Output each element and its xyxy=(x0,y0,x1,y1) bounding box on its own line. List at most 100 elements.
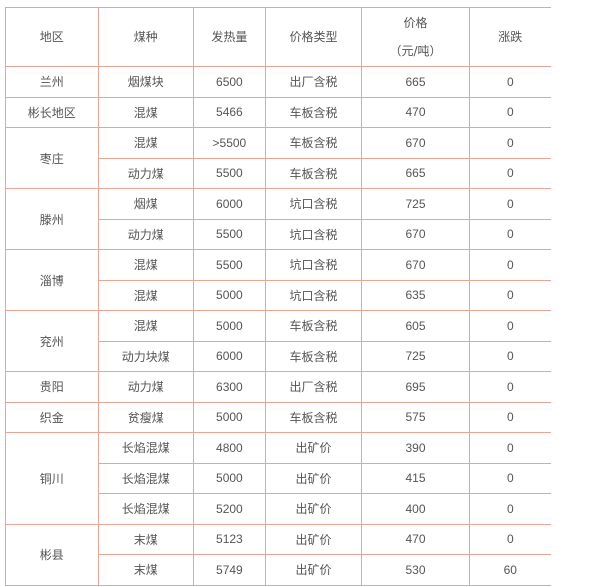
cell-coal-type: 动力煤 xyxy=(97,218,194,250)
cell-region: 滕州 xyxy=(5,188,99,250)
cell-change: 0 xyxy=(468,157,551,189)
cell-change: 60 xyxy=(468,554,551,586)
header-coal-type: 煤种 xyxy=(97,7,194,67)
cell-price: 605 xyxy=(361,310,470,342)
table-row: 动力块煤 6000 车板含税 725 0 xyxy=(6,340,613,372)
cell-calorific-value: 5749 xyxy=(192,554,266,586)
cell-change: 0 xyxy=(468,432,551,464)
cell-coal-type: 混煤 xyxy=(97,310,194,342)
cell-price-type: 出矿价 xyxy=(264,554,363,586)
cell-change: 0 xyxy=(468,279,551,311)
cell-price-type: 坑口含税 xyxy=(264,188,363,220)
header-price-unit: （元/吨） xyxy=(389,44,442,58)
header-price-type: 价格类型 xyxy=(264,7,363,67)
cell-calorific-value: 4800 xyxy=(192,432,266,464)
cell-change: 0 xyxy=(468,127,551,159)
table-row: 彬长地区 混煤 5466 车板含税 470 0 xyxy=(5,96,613,128)
table-row: 动力煤 5500 坑口含税 670 0 xyxy=(6,218,613,250)
cell-change: 0 xyxy=(468,66,551,98)
cell-coal-type: 动力煤 xyxy=(97,157,194,189)
cell-price: 470 xyxy=(361,523,470,555)
cell-price-type: 车板含税 xyxy=(264,157,363,189)
header-price-label: 价格 xyxy=(403,16,428,30)
cell-coal-type: 长焰混煤 xyxy=(97,432,194,464)
table-row: 动力煤 5500 车板含税 665 0 xyxy=(6,157,613,189)
table-row: 滕州 烟煤 6000 坑口含税 725 0 xyxy=(5,188,613,250)
header-price: 价格 （元/吨） xyxy=(361,7,470,67)
cell-change: 0 xyxy=(468,188,551,220)
coal-price-table: 地区 煤种 发热量 价格类型 价格 （元/吨） 涨跌 兰州 烟煤块 6500 出厂含税 6… xyxy=(5,7,613,586)
cell-calorific-value: 5500 xyxy=(192,218,266,250)
cell-price: 470 xyxy=(361,96,470,128)
cell-change: 0 xyxy=(468,462,551,494)
cell-calorific-value: 5000 xyxy=(192,401,266,433)
cell-calorific-value: 5000 xyxy=(192,310,266,342)
cell-change: 0 xyxy=(468,249,551,281)
cell-price: 670 xyxy=(361,218,470,250)
header-change: 涨跌 xyxy=(468,7,551,67)
cell-price-type: 车板含税 xyxy=(264,127,363,159)
table-row: 兖州 混煤 5000 车板含税 605 0 xyxy=(5,310,613,372)
cell-price-type: 出矿价 xyxy=(264,523,363,555)
cell-calorific-value: 5000 xyxy=(192,462,266,494)
cell-price: 665 xyxy=(361,157,470,189)
table-row: 织金 贫瘦煤 5000 车板含税 575 0 xyxy=(5,401,613,433)
cell-price-type: 坑口含税 xyxy=(264,279,363,311)
cell-calorific-value: 6300 xyxy=(192,371,266,403)
cell-coal-type: 动力煤 xyxy=(97,371,194,403)
cell-price-type: 坑口含税 xyxy=(264,218,363,250)
cell-coal-type: 混煤 xyxy=(97,249,194,281)
cell-price: 670 xyxy=(361,127,470,159)
cell-change: 0 xyxy=(468,218,551,250)
cell-change: 0 xyxy=(468,493,551,525)
cell-coal-type: 混煤 xyxy=(97,96,194,128)
cell-price: 530 xyxy=(361,554,470,586)
cell-price-type: 坑口含税 xyxy=(264,249,363,281)
table-row: 贵阳 动力煤 6300 出厂含税 695 0 xyxy=(5,371,613,403)
cell-region: 彬长地区 xyxy=(5,96,99,128)
cell-calorific-value: 5500 xyxy=(192,249,266,281)
cell-region: 织金 xyxy=(5,401,99,433)
cell-calorific-value: 5500 xyxy=(192,157,266,189)
table-body: 兰州 烟煤块 6500 出厂含税 665 0 彬长地区 混煤 5466 车板含税 470 0 枣庄 混煤 >… xyxy=(5,66,613,586)
cell-coal-type: 长焰混煤 xyxy=(97,462,194,494)
cell-calorific-value: 6000 xyxy=(192,188,266,220)
table-row: 铜川 长焰混煤 4800 出矿价 390 0 xyxy=(5,432,613,525)
table-row: 兰州 烟煤块 6500 出厂含税 665 0 xyxy=(5,66,613,98)
cell-coal-type: 烟煤块 xyxy=(97,66,194,98)
cell-calorific-value: 6000 xyxy=(192,340,266,372)
cell-price-type: 车板含税 xyxy=(264,340,363,372)
cell-price-type: 出厂含税 xyxy=(264,66,363,98)
cell-calorific-value: 5200 xyxy=(192,493,266,525)
cell-price: 575 xyxy=(361,401,470,433)
cell-price: 725 xyxy=(361,340,470,372)
cell-price: 400 xyxy=(361,493,470,525)
cell-price-type: 车板含税 xyxy=(264,401,363,433)
cell-calorific-value: 5123 xyxy=(192,523,266,555)
cell-region: 贵阳 xyxy=(5,371,99,403)
cell-change: 0 xyxy=(468,523,551,555)
header-region: 地区 xyxy=(5,7,99,67)
cell-price-type: 车板含税 xyxy=(264,96,363,128)
cell-coal-type: 末煤 xyxy=(97,523,194,555)
cell-price-type: 出矿价 xyxy=(264,432,363,464)
cell-coal-type: 贫瘦煤 xyxy=(97,401,194,433)
cell-change: 0 xyxy=(468,371,551,403)
cell-price: 415 xyxy=(361,462,470,494)
cell-price-type: 出矿价 xyxy=(264,462,363,494)
cell-price: 665 xyxy=(361,66,470,98)
cell-change: 0 xyxy=(468,96,551,128)
cell-price: 390 xyxy=(361,432,470,464)
cell-coal-type: 混煤 xyxy=(97,279,194,311)
cell-coal-type: 长焰混煤 xyxy=(97,493,194,525)
cell-region: 彬县 xyxy=(5,523,99,586)
cell-calorific-value: 5000 xyxy=(192,279,266,311)
table-row: 淄博 混煤 5500 坑口含税 670 0 xyxy=(5,249,613,311)
table-row: 末煤 5749 出矿价 530 60 xyxy=(6,554,613,586)
cell-price-type: 出矿价 xyxy=(264,493,363,525)
cell-change: 0 xyxy=(468,401,551,433)
table-row: 混煤 5000 坑口含税 635 0 xyxy=(6,279,613,311)
cell-price: 695 xyxy=(361,371,470,403)
cell-coal-type: 混煤 xyxy=(97,127,194,159)
cell-change: 0 xyxy=(468,340,551,372)
